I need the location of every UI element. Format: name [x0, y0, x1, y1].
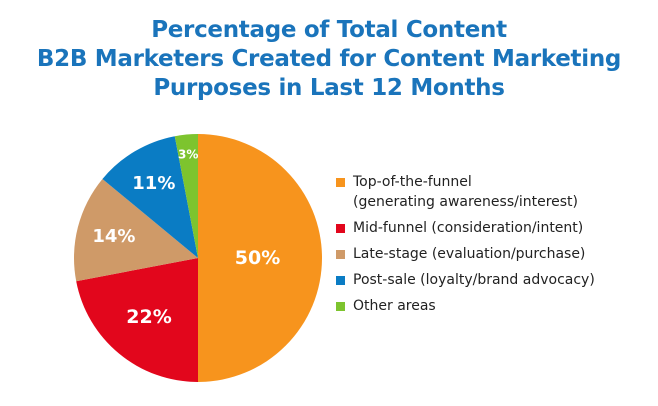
title-line-1: Percentage of Total Content [151, 17, 507, 43]
pie-slice-label-2: 22% [126, 306, 171, 328]
legend-swatch [336, 224, 345, 233]
legend-item-1: Top-of-the-funnel (generating awareness/… [336, 172, 652, 212]
pie-slice-label-1: 50% [235, 247, 280, 269]
pie-slice-1 [198, 134, 322, 382]
title-line-2: B2B Marketers Created for Content Market… [36, 46, 622, 72]
legend-item-3: Late-stage (evaluation/purchase) [336, 244, 652, 264]
title-line-3: Purposes in Last 12 Months [153, 75, 505, 101]
legend-label: Mid-funnel (consideration/intent) [353, 220, 584, 236]
pie-slice-5 [174, 134, 198, 258]
chart-legend: Top-of-the-funnel (generating awareness/… [336, 172, 652, 322]
legend-swatch [336, 276, 345, 285]
legend-item-4: Post-sale (loyalty/brand advocacy) [336, 270, 652, 290]
legend-label: Late-stage (evaluation/purchase) [353, 246, 586, 262]
legend-label: Other areas [353, 298, 436, 314]
pie-slice-label-3: 14% [92, 226, 135, 247]
legend-item-5: Other areas [336, 296, 652, 316]
pie-slice-3 [74, 178, 198, 282]
legend-item-2: Mid-funnel (consideration/intent) [336, 218, 652, 238]
chart-title: Percentage of Total Content B2B Marketer… [0, 16, 658, 103]
pie-slice-label-4: 11% [132, 173, 175, 194]
pie-slice-2 [76, 258, 198, 382]
legend-swatch [336, 302, 345, 311]
legend-swatch [336, 178, 345, 187]
legend-label: Top-of-the-funnel (generating awareness/… [353, 174, 579, 210]
pie-slice-label-5: 3% [178, 147, 198, 161]
legend-label: Post-sale (loyalty/brand advocacy) [353, 272, 595, 288]
pie-slice-4 [102, 136, 198, 258]
legend-swatch [336, 250, 345, 259]
pie-chart: 50% 22% 14% 11%3% [74, 134, 322, 382]
